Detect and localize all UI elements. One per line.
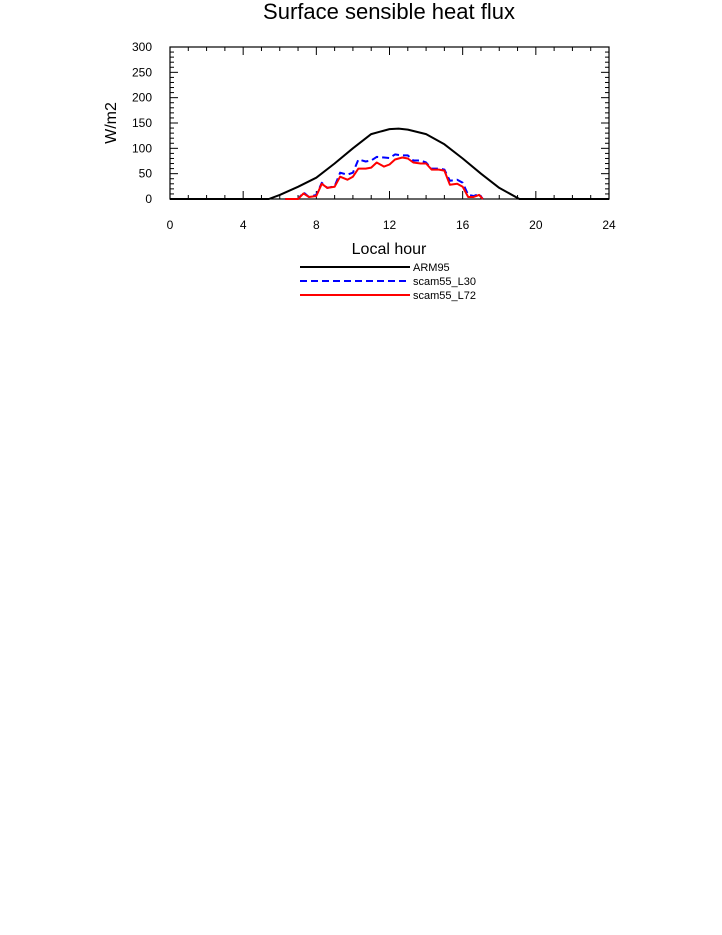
- chart-title: Surface sensible heat flux: [263, 0, 515, 24]
- x-tick-label: 12: [383, 218, 397, 232]
- y-axis-label: W/m2: [103, 102, 120, 144]
- x-tick-label: 20: [529, 218, 543, 232]
- series-line-scam55-l72: [285, 156, 484, 200]
- plot-frame: [169, 46, 610, 200]
- legend-label: scam55_L72: [413, 290, 476, 302]
- x-axis-label: Local hour: [352, 241, 427, 258]
- series-line-arm95: [170, 127, 609, 200]
- series-line-scam55-l30: [285, 153, 484, 200]
- y-tick-label: 0: [145, 192, 152, 206]
- x-tick-label: 8: [313, 218, 320, 232]
- plot-area: 0 4 8 12 16 20 24 0 50 100 150 200 250 300: [132, 40, 616, 232]
- legend: ARM95 scam55_L30 scam55_L72: [300, 262, 476, 302]
- y-tick-label: 300: [132, 40, 152, 54]
- y-tick-label: 200: [132, 91, 152, 105]
- x-tick-label: 16: [456, 218, 470, 232]
- x-tick-label: 4: [240, 218, 247, 232]
- legend-label: ARM95: [413, 262, 450, 274]
- x-tick-label: 24: [602, 218, 616, 232]
- y-tick-label: 150: [132, 116, 152, 130]
- legend-label: scam55_L30: [413, 276, 476, 288]
- y-tick-label: 50: [139, 167, 153, 181]
- x-tick-label: 0: [167, 218, 174, 232]
- y-tick-label: 250: [132, 65, 152, 79]
- y-tick-label: 100: [132, 141, 152, 155]
